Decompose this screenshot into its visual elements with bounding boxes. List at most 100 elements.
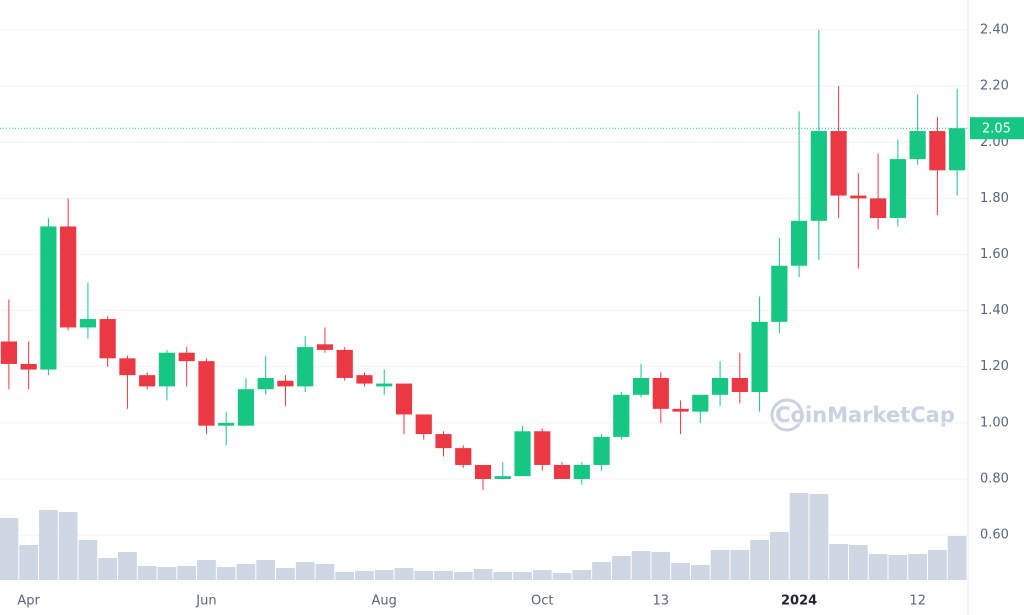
x-tick-label: Jun [195,594,216,609]
candle-body [237,389,255,426]
candle-body [751,321,768,392]
last-price-box [970,117,1024,140]
candle-body [336,349,353,378]
volume-bar [710,550,730,580]
volume-bar [809,494,829,580]
volume-bar [177,566,197,580]
y-tick-label: 1.20 [980,359,1009,374]
candle-body [889,159,906,219]
x-tick-label: Aug [372,594,397,609]
volume-bar [611,556,631,580]
volume-bar [532,570,552,580]
candle-body [949,128,966,171]
x-tick-label: 2024 [781,594,817,609]
volume-bar [513,572,532,580]
y-tick-label: 1.60 [980,247,1009,262]
candle-body [810,131,827,221]
volume-bar [868,554,888,580]
volume-bar [197,560,216,580]
candle-body [99,319,116,359]
y-tick-label: 2.40 [980,23,1009,38]
volume-bar [690,565,710,580]
volume-bar [848,545,868,580]
y-tick-label: 0.60 [980,528,1009,543]
candle-body [257,377,274,390]
candle-body [790,220,808,266]
volume-bar [730,550,750,580]
x-tick-label: Apr [17,594,40,609]
candle-body [593,436,610,465]
candle-body [474,464,492,479]
volume-bar [78,540,98,580]
candle-body [652,377,669,409]
candle-body [494,476,511,479]
volume-bar [216,567,236,580]
candle-body [0,341,17,364]
volume-bar [236,564,256,580]
volume-bar [39,510,58,580]
candle-body [672,408,689,412]
volume-bar [434,571,453,580]
candle-body [435,434,452,449]
candle-body [277,380,294,387]
volume-bar [137,566,157,580]
y-tick-label: 1.40 [980,303,1009,318]
candle-body [909,131,926,160]
candle-body [553,464,571,479]
watermark-logo [770,398,804,432]
y-tick-label: 0.80 [980,471,1009,486]
candle-body [534,431,551,465]
volume-bar [19,545,39,580]
volume-bar [58,512,78,580]
candle-body [613,394,630,437]
volume-bar [473,569,493,580]
y-tick-label: 1.00 [980,415,1009,430]
candle-body [395,383,413,415]
candle-body [850,195,867,199]
volume-bar [947,536,967,580]
candle-body [376,383,393,387]
volume-bar [157,567,177,580]
volume-bar [394,568,414,580]
candle-body [929,131,946,171]
volume-bar [374,570,394,580]
candle-body [514,431,531,477]
y-tick-label: 2.20 [980,79,1009,94]
candle-body [632,377,650,395]
volume-bar [789,493,809,580]
volume-bar [651,552,671,580]
volume-bar [453,572,473,580]
x-tick-label: Oct [531,594,553,609]
candle-body [158,352,176,387]
candle-body [178,352,195,362]
last-price-label: 2.05 [982,122,1011,137]
candle-body [198,361,215,426]
volume-bar [592,562,611,580]
volume-bar [829,544,848,580]
volume-bar [552,573,572,580]
volume-bar [493,572,513,580]
candle-body [316,344,334,350]
volume-bar [750,540,769,580]
candle-body [870,198,887,219]
volume-bar [572,570,592,580]
candle-body [79,319,97,328]
volume-bar [276,568,295,580]
volume-bar [671,563,690,580]
candle-body [119,358,136,376]
volume-bar [928,550,947,580]
candle-body [218,422,235,426]
candle-body [60,226,77,328]
volume-bar [631,551,651,580]
volume-bar [908,554,928,580]
volume-bar [355,571,374,580]
volume-bar [414,571,434,580]
volume-bar [118,552,137,580]
candle-body [40,226,57,370]
x-tick-label: 12 [909,594,926,609]
volume-bar [335,572,355,580]
candle-body [830,131,847,196]
volume-bar [315,564,335,580]
volume-bar [888,555,908,580]
